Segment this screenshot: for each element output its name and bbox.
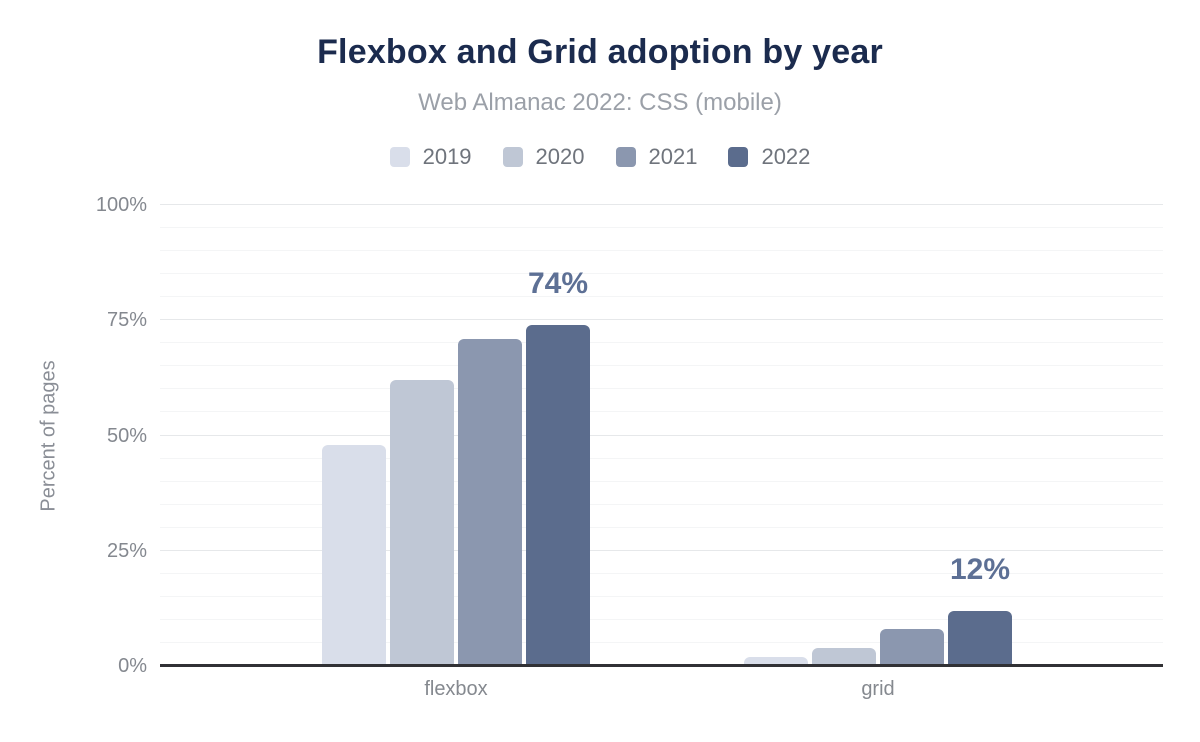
category-label-flexbox: flexbox	[424, 678, 488, 700]
y-tick-label-50: 50%	[106, 424, 147, 447]
legend-item-2021: 2021	[615, 144, 698, 170]
gridline-major-25	[160, 549, 1163, 551]
legend: 2019 2020 2021 2022	[0, 144, 1200, 170]
gridline-minor-65	[160, 365, 1163, 367]
legend-label-2019: 2019	[422, 144, 472, 169]
bar-grid-2020	[812, 647, 876, 666]
plot-area: 0% 25% 50% 75% 100% flexbox 74% grid 12%	[96, 195, 1163, 699]
bar-grid-2022	[948, 610, 1012, 666]
gridline-minor-70	[160, 342, 1163, 344]
gridline-minor-95	[160, 227, 1163, 229]
gridline-minor-90	[160, 250, 1163, 252]
y-tick-label-75: 75%	[106, 309, 147, 332]
value-label-grid: 12%	[949, 552, 1011, 586]
bar-flexbox-2022	[526, 324, 590, 666]
legend-label-2020: 2020	[535, 144, 585, 169]
legend-label-2021: 2021	[648, 144, 698, 169]
legend-label-2022: 2022	[761, 144, 811, 169]
gridline-minor-10	[160, 618, 1163, 620]
gridline-minor-45	[160, 457, 1163, 459]
gridline-minor-35	[160, 503, 1163, 505]
gridline-major-75	[160, 319, 1163, 321]
bar-grid-2019	[744, 656, 808, 666]
gridline-minor-15	[160, 595, 1163, 597]
gridline-minor-40	[160, 480, 1163, 482]
legend-swatch-2022	[728, 147, 749, 167]
category-label-grid: grid	[861, 678, 895, 700]
bar-group-grid: grid 12%	[744, 205, 1012, 699]
chart-subtitle: Web Almanac 2022: CSS (mobile)	[418, 89, 782, 116]
gridline-minor-5	[160, 641, 1163, 643]
x-axis-line	[160, 664, 1163, 667]
gridline-major-100	[160, 204, 1163, 205]
bar-flexbox-2021	[458, 338, 522, 666]
gridline-minor-80	[160, 296, 1163, 298]
y-tick-label-25: 25%	[106, 539, 147, 562]
gridline-minor-20	[160, 572, 1163, 574]
legend-item-2020: 2020	[502, 144, 585, 170]
gridline-major-50	[160, 434, 1163, 436]
y-tick-label-100: 100%	[95, 194, 147, 216]
y-tick-label-0: 0%	[118, 655, 147, 677]
legend-item-2022: 2022	[728, 144, 810, 170]
gridline-minor-30	[160, 526, 1163, 528]
legend-swatch-2019	[389, 147, 410, 167]
legend-swatch-2020	[502, 147, 523, 167]
gridline-minor-60	[160, 388, 1163, 390]
gridline-minor-85	[160, 273, 1163, 275]
legend-item-2019: 2019	[389, 144, 472, 170]
bar-grid-2021	[880, 629, 944, 666]
gridline-minor-55	[160, 411, 1163, 413]
bar-group-flexbox: flexbox 74%	[322, 205, 590, 699]
legend-swatch-2021	[615, 147, 636, 167]
value-label-flexbox: 74%	[527, 266, 589, 300]
bar-flexbox-2020	[390, 380, 454, 666]
chart-title: Flexbox and Grid adoption by year	[317, 33, 883, 71]
bar-flexbox-2019	[322, 444, 386, 666]
y-axis-title: Percent of pages	[37, 360, 60, 512]
